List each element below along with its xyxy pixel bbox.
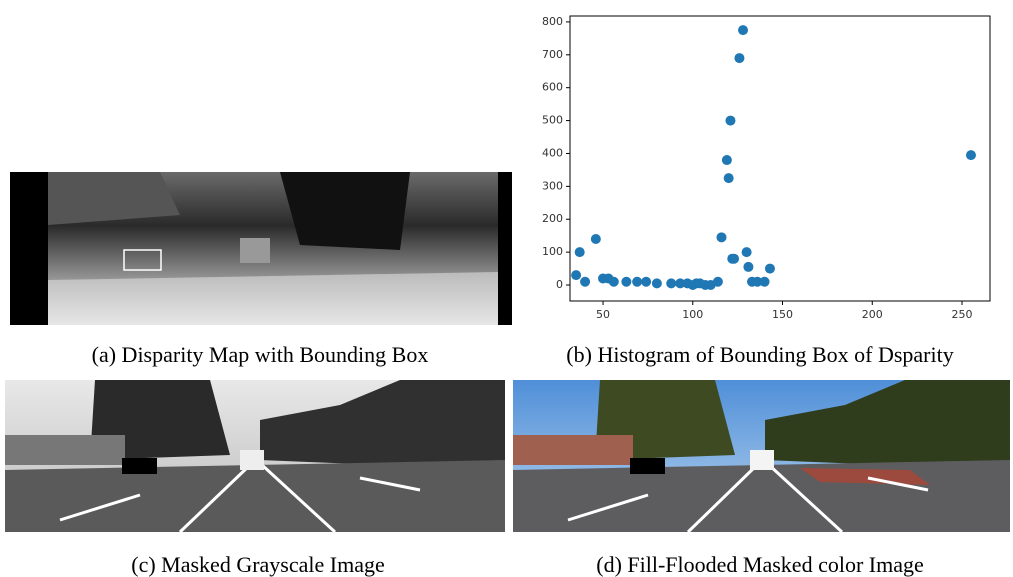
y-tick-label: 200 [542,212,563,225]
point [632,277,642,287]
point [575,247,585,257]
x-tick-label: 200 [862,308,883,321]
disparity-image [10,172,512,325]
figure: (a) Disparity Map with Bounding Box (b) … [0,0,1013,577]
x-tick-label: 150 [772,308,793,321]
point [571,270,581,280]
y-tick-label: 100 [542,245,563,258]
caption: (d) Fill-Flooded Masked color Image [596,552,924,577]
point [716,232,726,242]
point [760,277,770,287]
y-tick-label: 700 [542,48,563,61]
point [591,234,601,244]
grayscale-image [5,380,505,532]
caption: (c) Masked Grayscale Image [131,552,384,577]
point [765,264,775,274]
point [734,53,744,63]
plot-frame [570,16,990,301]
point [652,278,662,288]
x-tick-label: 50 [596,308,610,321]
point [742,247,752,257]
point [724,173,734,183]
point [580,277,590,287]
color-image [513,380,1010,532]
point [743,262,753,272]
y-tick-label: 400 [542,146,563,159]
point [725,116,735,126]
y-tick-label: 600 [542,81,563,94]
point [966,150,976,160]
y-tick-label: 500 [542,114,563,127]
y-tick-label: 0 [556,278,563,291]
point [713,277,723,287]
point [729,254,739,264]
point [722,155,732,165]
point [641,277,651,287]
point [738,25,748,35]
point [666,278,676,288]
y-tick-label: 800 [542,15,563,28]
point [621,277,631,287]
caption: (b) Histogram of Bounding Box of Dsparit… [566,342,953,367]
y-tick-label: 300 [542,179,563,192]
point [609,277,619,287]
caption: (a) Disparity Map with Bounding Box [92,342,429,367]
x-tick-label: 100 [682,308,703,321]
x-tick-label: 250 [952,308,973,321]
